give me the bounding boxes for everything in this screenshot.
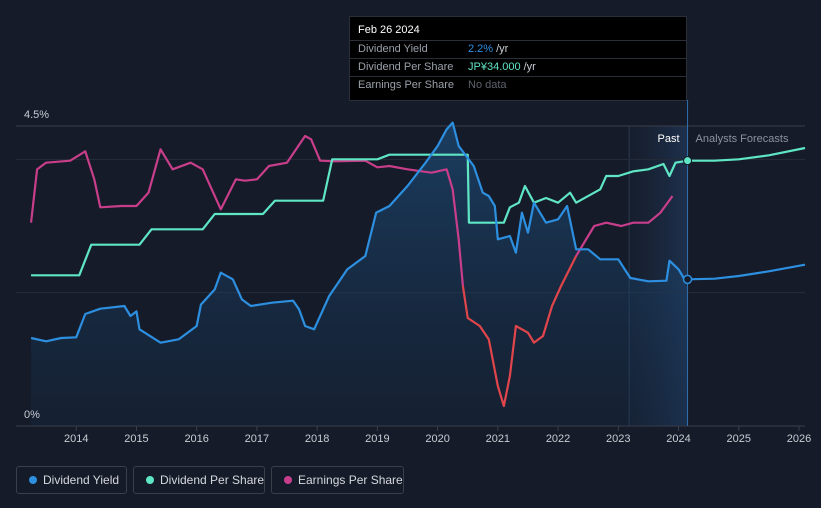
tooltip-row-dividend-per-share: Dividend Per Share JP¥34.000/yr: [350, 58, 686, 76]
legend-dot-icon: [29, 476, 37, 484]
tooltip-label: Dividend Yield: [358, 43, 428, 55]
legend-label: Dividend Yield: [43, 473, 120, 487]
legend-item-dividend-yield[interactable]: Dividend Yield: [16, 466, 127, 494]
x-axis-tick-label: 2014: [64, 433, 88, 445]
legend-dot-icon: [146, 476, 154, 484]
earnings-per-share-line: [29, 134, 464, 287]
tooltip-value: 2.2%/yr: [468, 43, 509, 55]
x-axis-tick-label: 2023: [606, 433, 630, 445]
x-axis-tick-label: 2025: [727, 433, 751, 445]
y-axis-min-label: 0%: [24, 409, 40, 421]
x-axis-tick-label: 2019: [365, 433, 389, 445]
legend-item-earnings-per-share[interactable]: Earnings Per Share: [271, 466, 404, 494]
dividend-yield-marker: [682, 274, 693, 285]
x-axis-tick-label: 2022: [546, 433, 570, 445]
dividend-yield-area: [31, 122, 688, 427]
legend-item-dividend-per-share[interactable]: Dividend Per Share: [133, 466, 265, 494]
tooltip-value: JP¥34.000/yr: [468, 61, 536, 73]
tooltip-label: Dividend Per Share: [358, 61, 454, 73]
dividend-per-share-marker: [683, 156, 693, 166]
x-axis-tick-label: 2021: [486, 433, 510, 445]
x-axis-tick-label: 2018: [305, 433, 329, 445]
legend-label: Dividend Per Share: [160, 473, 265, 487]
tooltip-value: No data: [468, 79, 507, 91]
tooltip-row-dividend-yield: Dividend Yield 2.2%/yr: [350, 40, 686, 58]
earnings-per-share-line: [575, 195, 674, 257]
tooltip-label: Earnings Per Share: [358, 79, 454, 91]
analysts-forecasts-label: Analysts Forecasts: [696, 133, 789, 145]
legend-dot-icon: [284, 476, 292, 484]
legend-label: Earnings Per Share: [298, 473, 403, 487]
x-axis-tick-label: 2016: [184, 433, 208, 445]
x-axis-tick-label: 2026: [787, 433, 811, 445]
tooltip-date: Feb 26 2024: [358, 24, 420, 36]
dividend-per-share-line: [31, 146, 806, 277]
x-axis-tick-label: 2024: [666, 433, 690, 445]
dividend-yield-line: [30, 121, 806, 344]
tooltip-row-earnings-per-share: Earnings Per Share No data: [350, 76, 686, 94]
x-axis-tick-label: 2020: [425, 433, 449, 445]
past-label: Past: [658, 133, 680, 145]
data-tooltip: Feb 26 2024 Dividend Yield 2.2%/yr Divid…: [349, 16, 687, 101]
y-axis-max-label: 4.5%: [24, 109, 49, 121]
x-axis-tick-label: 2015: [124, 433, 148, 445]
earnings-per-share-line: [461, 255, 578, 408]
x-axis-tick-label: 2017: [245, 433, 269, 445]
